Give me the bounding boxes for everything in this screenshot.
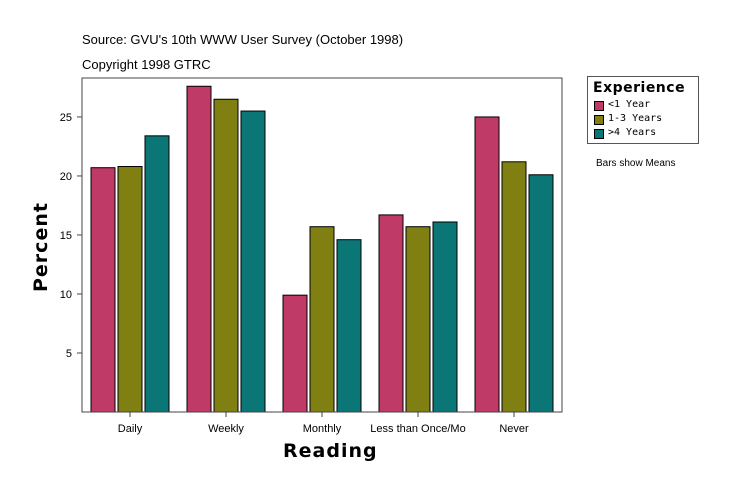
bar--4-years-never: [528, 174, 554, 413]
bar--4-years-daily: [144, 135, 170, 413]
y-tick-label: 5: [66, 348, 72, 360]
source-caption: Source: GVU's 10th WWW User Survey (Octo…: [82, 32, 404, 47]
bar-1-3-years-monthly: [309, 226, 335, 413]
bar-1-3-years-less-than-once-mo: [405, 226, 431, 413]
bar--1-year-monthly: [282, 294, 308, 413]
bar--1-year-daily: [90, 167, 116, 413]
bar--4-years-weekly: [240, 110, 266, 413]
y-tick-label: 15: [60, 230, 72, 242]
bar--1-year-never: [474, 116, 500, 413]
x-tick-label: Weekly: [208, 423, 244, 435]
legend-swatch: [594, 115, 604, 125]
bar--4-years-monthly: [336, 239, 362, 413]
x-axis-title: Reading: [283, 440, 378, 462]
bar--4-years-less-than-once-mo: [432, 221, 458, 413]
bar--1-year-weekly: [186, 85, 212, 413]
x-tick-label: Daily: [118, 423, 143, 435]
legend-title: Experience: [593, 80, 686, 96]
legend-label: <1 Year: [608, 99, 651, 110]
bar-1-3-years-weekly: [213, 98, 239, 413]
legend-label: >4 Years: [608, 127, 657, 138]
y-axis: 5 10 15 20 25: [60, 112, 82, 360]
copyright-caption: Copyright 1998 GTRC: [82, 57, 211, 72]
x-tick-label: Monthly: [303, 423, 342, 435]
bars-note: Bars show Means: [596, 158, 676, 169]
x-axis: Daily Weekly Monthly Less than Once/Mo Never: [118, 412, 529, 435]
x-tick-label: Never: [499, 423, 529, 435]
legend-swatch: [594, 129, 604, 139]
y-tick-label: 25: [60, 112, 72, 124]
bar--1-year-less-than-once-mo: [378, 214, 404, 413]
plot-frame: [81, 77, 563, 413]
legend-label: 1-3 Years: [608, 113, 663, 124]
y-axis-title: Percent: [30, 202, 52, 292]
legend-swatch: [594, 101, 604, 111]
y-tick-label: 20: [60, 171, 72, 183]
bar-1-3-years-daily: [117, 166, 143, 413]
legend: Experience <1 Year 1-3 Years >4 Years: [587, 76, 699, 144]
y-tick-label: 10: [60, 289, 72, 301]
bars: [90, 85, 554, 413]
bar-1-3-years-never: [501, 161, 527, 413]
x-tick-label: Less than Once/Mo: [370, 423, 465, 435]
